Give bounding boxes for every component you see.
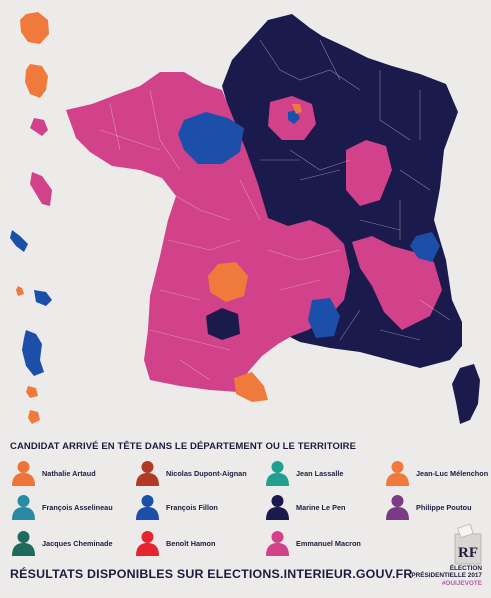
department-haute-vienne[interactable]: [208, 262, 248, 302]
legend-item-macron: Emmanuel Macron: [266, 530, 361, 556]
department-borders: [99, 39, 451, 381]
region-west[interactable]: [66, 72, 350, 392]
department-seine-saint-denis[interactable]: [292, 104, 302, 114]
candidate-silhouette-icon: [12, 531, 35, 556]
candidate-silhouette-icon: [386, 461, 409, 486]
legend-label: Emmanuel Macron: [296, 538, 361, 548]
department-lot-et-garonne[interactable]: [206, 308, 240, 340]
department-ariege[interactable]: [234, 372, 268, 402]
legend-item-fillon: François Fillon: [136, 494, 218, 520]
legend-item-poutou: Philippe Poutou: [386, 494, 472, 520]
department-haute-savoie[interactable]: [410, 232, 440, 262]
candidate-silhouette-icon: [386, 495, 409, 520]
department-sarthe-area[interactable]: [178, 112, 244, 164]
election-badge: ÉLECTION PRÉSIDENTIELLE 2017 #OUIJEVOTE: [411, 565, 482, 587]
region-corse[interactable]: [452, 364, 480, 424]
election-map: [10, 12, 480, 424]
legend-label: Philippe Poutou: [416, 502, 472, 512]
candidate-silhouette-icon: [136, 495, 159, 520]
legend-item-melenchon: Jean-Luc Mélenchon: [386, 460, 488, 486]
legend-item-asselineau: François Asselineau: [12, 494, 113, 520]
legend-label: François Fillon: [166, 502, 218, 512]
candidate-silhouette-icon: [266, 461, 289, 486]
ballot-box-logo-icon: RF: [454, 524, 482, 565]
candidate-silhouette-icon: [136, 461, 159, 486]
logo-monogram: RF: [458, 545, 478, 561]
region-rhone-alpes[interactable]: [352, 236, 442, 330]
legend-label: Jean-Luc Mélenchon: [416, 468, 489, 478]
legend-item-artaud: Nathalie Artaud: [12, 460, 96, 486]
results-link-text: RÉSULTATS DISPONIBLES SUR ELECTIONS.INTE…: [10, 567, 413, 581]
candidate-silhouette-icon: [266, 495, 289, 520]
territory-nouvelle-caledonie[interactable]: [22, 330, 44, 376]
territory-saint-pierre[interactable]: [34, 290, 52, 306]
legend-label: Benoît Hamon: [166, 538, 216, 548]
candidate-silhouette-icon: [136, 531, 159, 556]
legend-item-hamon: Benoît Hamon: [136, 530, 215, 556]
legend-item-cheminade: Jacques Cheminade: [12, 530, 113, 556]
territory-guyane[interactable]: [30, 118, 48, 136]
territory-reunion[interactable]: [30, 172, 52, 206]
badge-line-2: PRÉSIDENTIELLE 2017: [411, 572, 482, 580]
legend-item-dupont-aignan: Nicolas Dupont-Aignan: [136, 460, 247, 486]
legend-label: Nathalie Artaud: [42, 468, 96, 478]
territory-guadeloupe[interactable]: [20, 12, 49, 44]
candidate-silhouette-icon: [266, 531, 289, 556]
legend-item-le-pen: Marine Le Pen: [266, 494, 345, 520]
territory-wallis[interactable]: [26, 386, 38, 398]
badge-line-1: ÉLECTION: [449, 565, 482, 572]
badge-hashtag: #OUIJEVOTE: [441, 579, 482, 587]
region-centre-east[interactable]: [346, 140, 392, 206]
department-cantal[interactable]: [308, 298, 340, 338]
territory-saint-martin[interactable]: [28, 410, 40, 424]
territory-polynesie[interactable]: [16, 286, 24, 296]
legend-label: Jean Lassalle: [296, 468, 344, 478]
overseas-territories: [10, 12, 52, 424]
legend-label: Jacques Cheminade: [42, 538, 113, 548]
candidate-silhouette-icon: [12, 461, 35, 486]
territory-martinique[interactable]: [25, 64, 48, 98]
territory-mayotte[interactable]: [10, 230, 28, 252]
legend-label: Nicolas Dupont-Aignan: [166, 468, 247, 478]
metropolitan-france: [66, 14, 480, 424]
legend-title: CANDIDAT ARRIVÉ EN TÊTE DANS LE DÉPARTEM…: [10, 441, 357, 452]
candidate-silhouette-icon: [12, 495, 35, 520]
legend-label: Marine Le Pen: [296, 502, 346, 512]
legend-label: François Asselineau: [42, 502, 113, 512]
legend-item-lassalle: Jean Lassalle: [266, 460, 343, 486]
